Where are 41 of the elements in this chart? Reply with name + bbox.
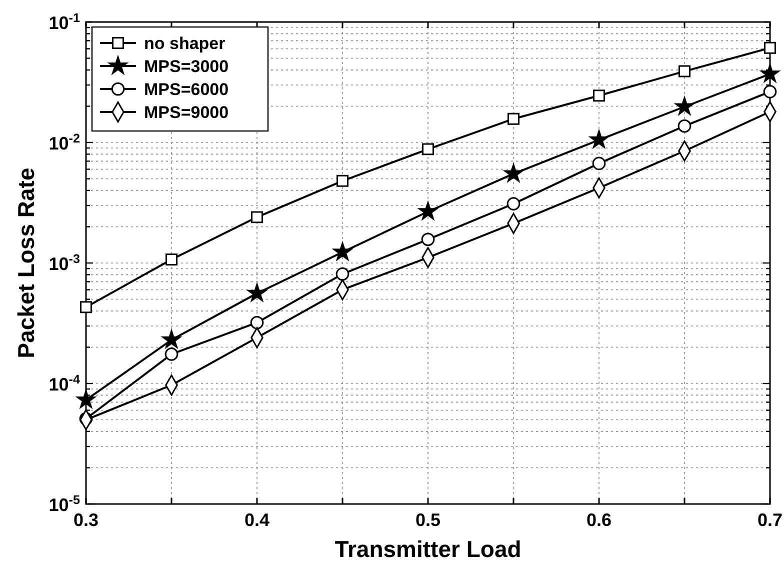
- point: [675, 97, 694, 115]
- point: [80, 301, 92, 314]
- legend-label: MPS=3000: [144, 57, 229, 76]
- y-tick-label: 10$^{-2}$: [48, 132, 80, 154]
- point: [593, 90, 605, 102]
- legend-label: no shaper: [144, 34, 226, 53]
- legend-label: MPS=9000: [144, 103, 229, 122]
- point: [592, 156, 606, 170]
- point: [764, 42, 776, 54]
- point: [250, 316, 264, 330]
- point: [418, 202, 438, 220]
- point: [508, 112, 520, 125]
- legend-label: MPS=6000: [144, 80, 229, 99]
- x-tick-label: 0.6: [586, 510, 612, 530]
- point: [763, 85, 777, 98]
- point: [760, 64, 780, 82]
- point: [422, 143, 434, 156]
- point: [76, 390, 96, 408]
- y-axis-title: Packet Loss Rate: [13, 168, 39, 358]
- point: [590, 130, 608, 148]
- point: [678, 119, 692, 133]
- y-tick-label: 10$^{-4}$: [48, 372, 80, 394]
- y-tick-label: 10$^{-3}$: [48, 252, 80, 274]
- y-tick-label: 10$^{-1}$: [48, 11, 80, 33]
- x-axis-title: Transmitter Load: [334, 536, 522, 562]
- point: [421, 232, 435, 246]
- point: [336, 267, 350, 281]
- point: [336, 174, 348, 187]
- point: [248, 284, 266, 302]
- point: [162, 330, 181, 348]
- point: [251, 211, 263, 224]
- point: [164, 348, 178, 361]
- x-tick-label: 0.3: [73, 510, 99, 530]
- x-tick-label: 0.5: [415, 510, 441, 530]
- point: [506, 197, 520, 210]
- point: [504, 164, 523, 182]
- x-tick-label: 0.4: [244, 510, 270, 530]
- point: [333, 242, 352, 260]
- point: [166, 253, 178, 266]
- point: [678, 65, 690, 78]
- x-tick-label: 0.7: [757, 510, 783, 530]
